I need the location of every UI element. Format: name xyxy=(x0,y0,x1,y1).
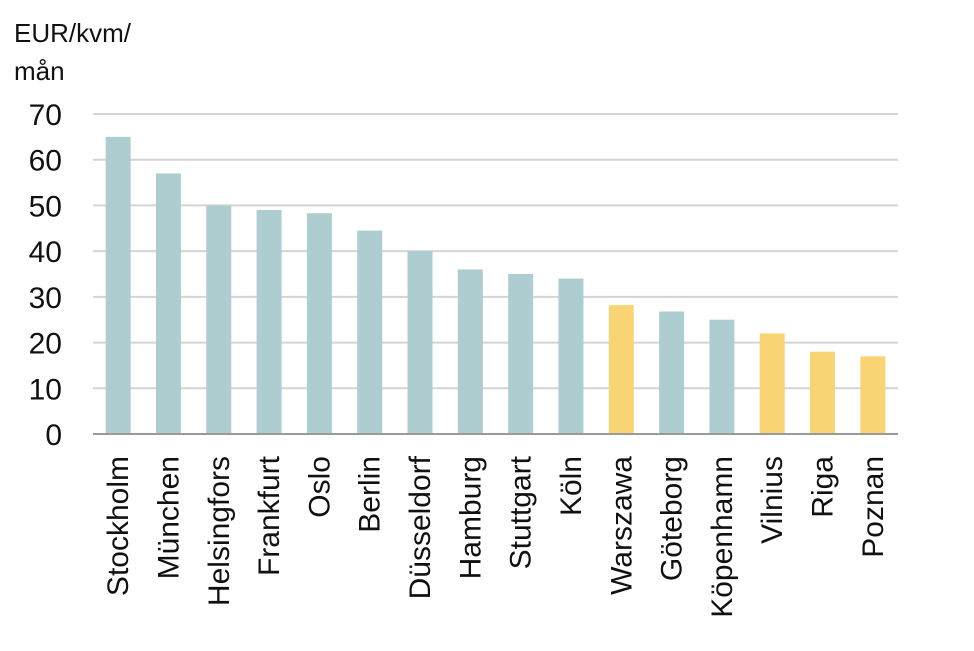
bars xyxy=(105,136,886,434)
bar-frankfurt xyxy=(256,210,282,434)
y-tick-label: 60 xyxy=(29,145,62,178)
bar-warszawa xyxy=(608,305,634,434)
bar-oslo xyxy=(306,213,332,434)
category-label: Stuttgart xyxy=(505,455,538,569)
category-label: Frankfurt xyxy=(253,455,286,576)
category-label: Riga xyxy=(807,456,840,518)
category-label: Köln xyxy=(555,456,588,516)
bar-hamburg xyxy=(457,269,483,434)
y-tick-label: 30 xyxy=(29,282,62,315)
category-label: Vilnius xyxy=(756,456,789,544)
y-tick-labels: 0 10 20 30 40 50 60 70 xyxy=(29,99,62,452)
category-labels: Stockholm München Helsingfors Frankfurt Oslo… xyxy=(102,455,890,617)
y-tick-label: 0 xyxy=(45,419,62,452)
y-tick-label: 10 xyxy=(29,373,62,406)
y-tick-label: 70 xyxy=(29,99,62,132)
category-label: Oslo xyxy=(303,456,336,518)
bar-köln xyxy=(558,278,584,434)
bar-stockholm xyxy=(105,136,131,434)
category-label: Düsseldorf xyxy=(404,455,437,599)
bar-poznan xyxy=(860,356,886,434)
bar-stuttgart xyxy=(508,274,534,434)
category-label: Berlin xyxy=(354,456,387,533)
bar-göteborg xyxy=(659,311,685,434)
category-label: Hamburg xyxy=(454,456,487,579)
category-label: Warszawa xyxy=(605,456,638,595)
category-label: Stockholm xyxy=(102,456,135,596)
y-tick-label: 20 xyxy=(29,328,62,361)
y-axis-label-line-1: EUR/kvm/ xyxy=(14,18,132,48)
category-label: Helsingfors xyxy=(203,456,236,606)
bar-münchen xyxy=(155,173,181,434)
y-axis-label-line-2: mån xyxy=(14,56,65,86)
category-label: Köpenhamn xyxy=(706,456,739,618)
y-tick-label: 40 xyxy=(29,236,62,269)
bar-düsseldorf xyxy=(407,251,433,434)
category-label: Göteborg xyxy=(656,456,689,581)
category-label: Poznan xyxy=(857,456,890,558)
category-label: München xyxy=(152,456,185,579)
bar-vilnius xyxy=(759,333,785,434)
y-tick-label: 50 xyxy=(29,190,62,223)
bar-berlin xyxy=(357,230,383,434)
bar-köpenhamn xyxy=(709,319,735,434)
bar-helsingfors xyxy=(206,205,232,434)
bar-riga xyxy=(810,351,836,434)
